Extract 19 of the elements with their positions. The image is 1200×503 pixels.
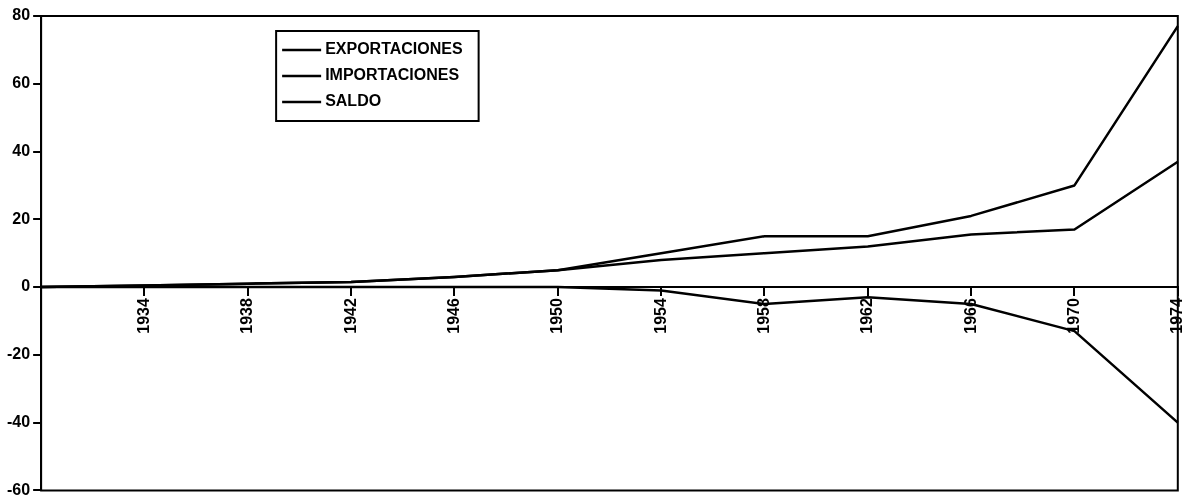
legend-label: IMPORTACIONES bbox=[325, 66, 460, 84]
y-tick-label: 0 bbox=[21, 277, 31, 295]
x-tick-label: 1934 bbox=[134, 297, 152, 334]
y-tick-label: 40 bbox=[12, 141, 31, 159]
x-tick-label: 1970 bbox=[1064, 297, 1082, 334]
y-tick-label: 60 bbox=[12, 74, 31, 92]
y-tick-label: -40 bbox=[7, 413, 31, 431]
x-tick-label: 1946 bbox=[444, 297, 462, 334]
y-tick-label: 20 bbox=[12, 209, 31, 227]
x-tick-label: 1950 bbox=[548, 297, 566, 334]
legend-label: SALDO bbox=[325, 92, 382, 110]
x-tick-label: 1962 bbox=[858, 297, 876, 334]
legend-label: EXPORTACIONES bbox=[325, 40, 463, 58]
x-tick-label: 1942 bbox=[341, 297, 359, 334]
y-tick-label: -20 bbox=[7, 345, 31, 363]
y-tick-label: -60 bbox=[7, 480, 31, 498]
y-tick-label: 80 bbox=[12, 6, 31, 24]
x-tick-label: 1938 bbox=[238, 297, 256, 334]
x-tick-label: 1954 bbox=[651, 297, 669, 334]
